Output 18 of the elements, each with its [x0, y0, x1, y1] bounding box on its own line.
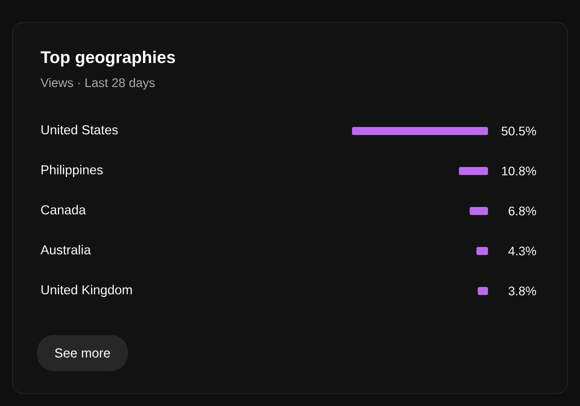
text: See more [55, 348, 110, 358]
bar [352, 127, 488, 136]
bar [470, 207, 488, 216]
bar [476, 247, 488, 256]
data-label: 6.8% [508, 206, 536, 216]
bar [458, 167, 488, 176]
y-tick-label: Canada [41, 204, 86, 214]
data-label: 3.8% [508, 286, 536, 296]
y-tick-label: Australia [40, 244, 91, 254]
y-tick-label: United States [42, 124, 118, 134]
text: Top geographies [40, 50, 176, 67]
text: Views · Last 28 days [40, 78, 155, 90]
bar [478, 287, 488, 295]
y-tick-label: Philippines [42, 164, 103, 177]
data-label: 4.3% [508, 246, 536, 256]
y-tick-label: United Kingdom [42, 284, 132, 297]
data-label: 10.8% [502, 166, 536, 176]
data-label: 50.5% [502, 126, 536, 136]
